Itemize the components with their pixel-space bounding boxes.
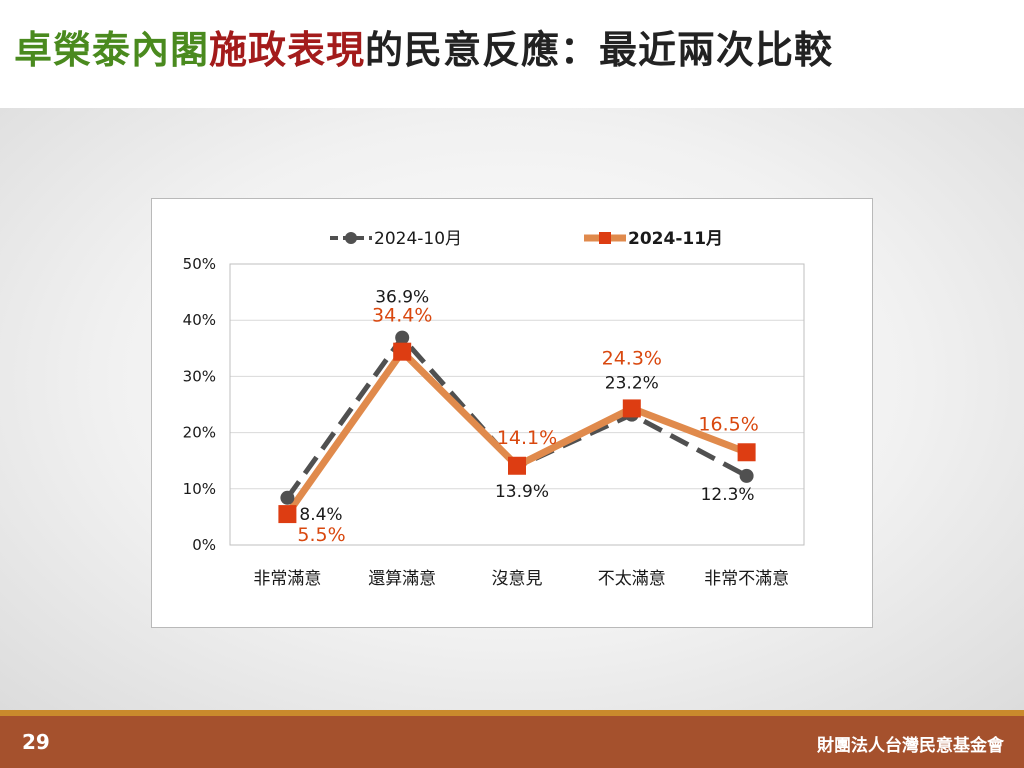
organization-name: 財團法人台灣民意基金會 [817,736,1004,756]
series1-data-label: 8.4% [299,505,342,525]
series1-data-label: 36.9% [375,288,429,308]
legend-label-1: 2024-10月 [374,229,462,249]
series2-point [393,342,412,361]
legend-marker-1 [345,232,357,244]
slide-title: 卓榮泰內閣施政表現的民意反應：最近兩次比較 [14,26,1014,74]
y-tick-label: 50% [183,255,216,273]
y-tick-label: 30% [183,367,216,385]
series1-point [280,490,295,505]
title-part-cabinet: 卓榮泰內閣 [14,28,210,72]
plot-area [229,263,805,546]
x-tick-label: 非常不滿意 [704,569,789,589]
series1-point [395,330,410,345]
series2-point [622,399,641,418]
x-tick-label: 沒意見 [492,569,543,589]
chart-frame: 0% 10% 20% 30% 40% 50% 非常滿意 還算滿意 沒意見 不太滿意 非常不滿意 202… [151,198,873,628]
x-tick-label: 非常滿意 [253,569,321,589]
x-tick-label: 不太滿意 [598,569,666,589]
footer-bar: 29 財團法人台灣民意基金會 [0,716,1024,768]
series2-data-label: 34.4% [372,305,432,327]
series2-point [737,443,756,462]
series2-data-label: 16.5% [698,413,758,435]
page-number: 29 [22,730,50,754]
y-tick-label: 0% [192,536,216,554]
footer-accent-line [0,710,1024,716]
series1-data-label: 12.3% [701,485,755,505]
series2-data-label: 5.5% [297,524,345,546]
series2-point [508,456,526,475]
title-part-rest: 的民意反應：最近兩次比較 [365,28,834,72]
legend-label-2: 2024-11月 [628,229,723,249]
line-chart: 0% 10% 20% 30% 40% 50% 非常滿意 還算滿意 沒意見 不太滿意 非常不滿意 202… [183,229,805,589]
y-tick-label: 10% [183,480,216,498]
legend-marker-2 [599,232,611,244]
y-tick-label: 40% [183,311,216,329]
series1-data-label: 13.9% [495,482,549,502]
series2-point [278,505,297,524]
y-tick-label: 20% [183,424,216,442]
series2-data-label: 24.3% [602,347,662,369]
title-part-performance: 施政表現 [209,28,366,72]
series2-data-label: 14.1% [497,427,557,449]
series1-data-label: 23.2% [605,374,659,394]
series1-point [739,468,754,483]
x-tick-label: 還算滿意 [368,569,436,589]
